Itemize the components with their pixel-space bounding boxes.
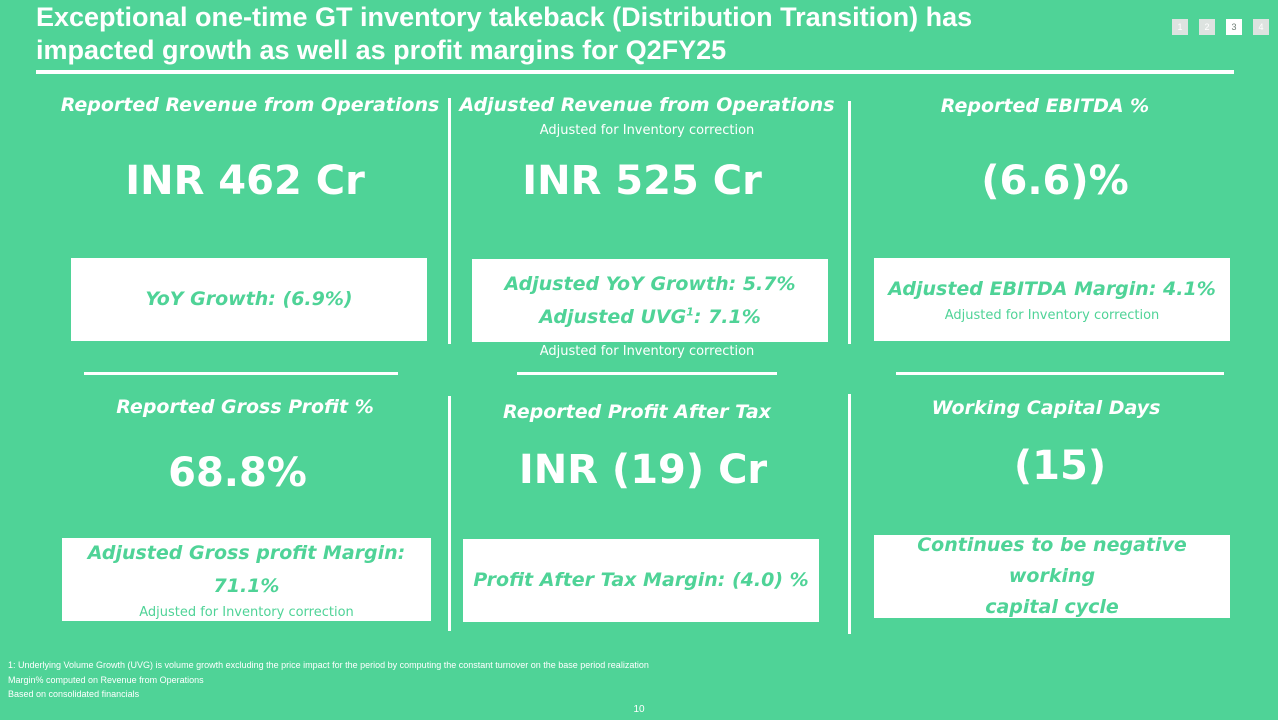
slide-title: Exceptional one-time GT inventory takeba… [36,1,1136,67]
gross-profit-margin-text: Adjusted Gross profit Margin: 71.1% [87,541,406,597]
adj-revenue-sublabel: Adjusted for Inventory correction [539,123,755,138]
pager-item-4[interactable]: 4 [1253,19,1269,35]
ebitda-box-note: Adjusted for Inventory correction [944,308,1160,323]
title-line-2: impacted growth as well as profit margin… [36,35,727,65]
adj-uvg-label: Adjusted UVG [539,305,687,328]
gross-profit-margin-box: Adjusted Gross profit Margin: 71.1% Adju… [62,538,431,621]
footnote-marker: 1 [686,305,694,319]
pager-item-2[interactable]: 2 [1199,19,1215,35]
gross-profit-label: Reported Gross Profit % [116,396,374,418]
gross-profit-box-note: Adjusted for Inventory correction [139,604,354,620]
page-number: 10 [633,704,645,715]
adj-uvg-value: : 7.1% [693,305,761,328]
adj-revenue-box-note: Adjusted for Inventory correction [539,344,755,359]
pat-value: INR (19) Cr [518,447,768,493]
working-capital-label: Working Capital Days [931,397,1161,419]
adj-uvg-text: Adjusted UVG1: 7.1% [539,301,761,334]
gross-profit-value: 68.8% [168,450,307,496]
working-capital-line-1: Continues to be negative working [917,534,1187,587]
title-line-1: Exceptional one-time GT inventory takeba… [36,2,973,32]
section-pager: 1 2 3 4 [1172,19,1269,35]
footnote-margin: Margin% computed on Revenue from Operati… [8,675,204,685]
revenue-label: Reported Revenue from Operations [60,94,440,116]
adj-revenue-growth-box: Adjusted YoY Growth: 5.7% Adjusted UVG1:… [472,259,828,342]
divider-vertical-top-2 [848,101,851,344]
working-capital-line-2: capital cycle [985,596,1119,618]
divider-horizontal-3 [896,372,1224,375]
working-capital-box: Continues to be negative working capital… [874,534,1230,618]
footnote-uvg: 1: Underlying Volume Growth (UVG) is vol… [8,660,649,670]
working-capital-value: (15) [1013,443,1107,489]
divider-vertical-top-1 [448,98,451,344]
adj-revenue-value: INR 525 Cr [522,158,762,204]
pat-margin-text: Profit After Tax Margin: (4.0) % [473,569,809,591]
adj-revenue-label: Adjusted Revenue from Operations [459,94,835,116]
ebitda-value: (6.6)% [981,158,1129,204]
revenue-growth-text: YoY Growth: (6.9%) [145,288,353,310]
pat-margin-box: Profit After Tax Margin: (4.0) % [463,539,819,622]
revenue-growth-box: YoY Growth: (6.9%) [71,258,427,341]
ebitda-label: Reported EBITDA % [940,95,1150,117]
divider-horizontal-1 [84,372,398,375]
ebitda-margin-text: Adjusted EBITDA Margin: 4.1% [888,278,1216,300]
footnote-consolidated: Based on consolidated financials [8,689,140,699]
divider-horizontal-2 [517,372,777,375]
adj-yoy-growth-text: Adjusted YoY Growth: 5.7% [504,272,796,295]
divider-vertical-bottom-1 [448,396,451,631]
divider-vertical-bottom-2 [848,394,851,634]
ebitda-margin-box: Adjusted EBITDA Margin: 4.1% Adjusted fo… [874,258,1230,341]
pat-label: Reported Profit After Tax [503,401,771,423]
title-underline [36,70,1234,74]
pager-item-3-active[interactable]: 3 [1226,19,1242,35]
revenue-value: INR 462 Cr [125,158,365,204]
pager-item-1[interactable]: 1 [1172,19,1188,35]
